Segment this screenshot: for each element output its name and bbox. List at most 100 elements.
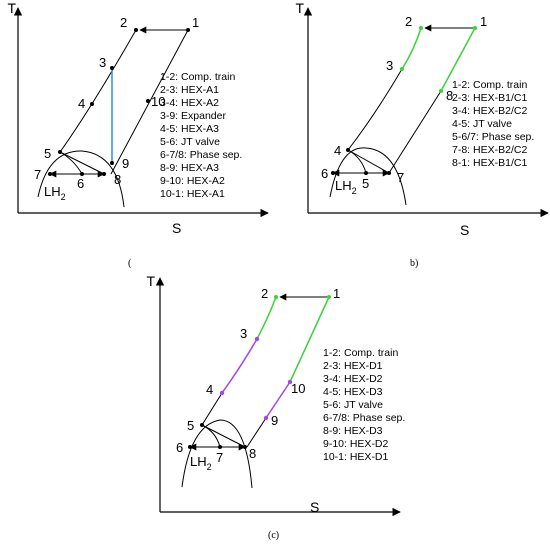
point-marker: [146, 99, 150, 103]
point-marker: [186, 28, 190, 32]
point-label: 8: [249, 446, 256, 461]
legend-item: 1-2: Comp. train: [452, 79, 527, 91]
point-label: 6: [77, 176, 84, 191]
point-label: 3: [386, 58, 393, 73]
legend: 1-2: Comp. train 2-3: HEX-A1 3-4: HEX-A2…: [160, 71, 242, 200]
point-label: 5: [187, 418, 194, 433]
point-label: 8: [446, 88, 453, 103]
axis-x-label: S: [172, 220, 181, 236]
legend-item: 8-9: HEX-D3: [323, 425, 383, 437]
legend-item: 5-6/7: Phase sep.: [452, 131, 534, 143]
panel-a: T S 1 2 3 4 5 6 7 8 9 10 LH2: [7, 0, 269, 269]
legend-item: 4-5: JT valve: [452, 118, 512, 130]
legend-item: 8-9: HEX-A3: [160, 162, 219, 174]
legend-item: 9-10: HEX-A2: [160, 175, 225, 187]
point-label: 10: [151, 94, 165, 109]
panel-c: T S 1 2 3 4 5 6 7 8 9 10 LH: [146, 273, 405, 541]
point-marker: [439, 89, 443, 93]
legend-item: 4-5: HEX-A3: [160, 123, 219, 135]
point-label: 2: [405, 14, 412, 29]
legend-item: 2-3: HEX-A1: [160, 84, 219, 96]
point-marker: [327, 295, 331, 299]
point-marker: [243, 445, 247, 449]
legend-item: 3-4: HEX-D2: [323, 373, 383, 385]
point-marker: [419, 26, 423, 30]
axis-x-label: S: [460, 222, 469, 238]
point-marker: [90, 102, 94, 106]
lh2-label: LH2: [44, 184, 66, 202]
legend: 1-2: Comp. train 2-3: HEX-B1/C1 3-4: HEX…: [452, 79, 534, 169]
jt-valve-line: [59, 151, 83, 175]
point-marker: [80, 172, 84, 176]
process-line-4-5: [201, 392, 223, 426]
point-label: 9: [122, 156, 129, 171]
point-marker: [48, 172, 52, 176]
point-marker: [200, 423, 204, 427]
point-marker: [110, 66, 114, 70]
point-marker: [134, 28, 138, 32]
point-marker: [331, 171, 335, 175]
process-line-3-4: [347, 68, 403, 151]
point-label: 4: [206, 382, 213, 397]
process-line-5-8: [59, 151, 105, 175]
legend-item: 6-7/8: Phase sep.: [160, 149, 242, 161]
legend-item: 7-8: HEX-B2/C2: [452, 144, 527, 156]
point-label: 4: [334, 143, 341, 158]
axis-x-label: S: [310, 499, 319, 515]
hex-line-2-3: [401, 27, 422, 70]
legend-item: 1-2: Comp. train: [323, 347, 398, 359]
legend-item: 2-3: HEX-D1: [323, 360, 383, 372]
point-marker: [254, 336, 260, 342]
legend-item: 2-3: HEX-B1/C1: [452, 92, 527, 104]
axis-y-label: T: [7, 0, 16, 16]
point-label: 1: [480, 14, 487, 29]
panel-label: b): [410, 258, 418, 269]
process-line-5-8: [201, 424, 246, 448]
point-label: 7: [34, 167, 41, 182]
point-label: 9: [271, 413, 278, 428]
process-line-4-7: [347, 149, 390, 174]
panel-label: (c): [268, 530, 279, 541]
point-label: 2: [120, 15, 127, 30]
jt-valve-line: [347, 149, 367, 174]
legend-item: 8-1: HEX-B1/C1: [452, 157, 527, 169]
point-label: 4: [78, 96, 85, 111]
hex-line-2-3: [256, 296, 277, 340]
point-label: 7: [397, 170, 404, 185]
point-label: 5: [44, 146, 51, 161]
hex-line-8-1: [440, 27, 476, 92]
panel-label: (: [128, 258, 132, 269]
point-label: 1: [192, 15, 199, 30]
point-label: 7: [216, 450, 223, 465]
point-label: 6: [321, 166, 328, 181]
legend-item: 5-6: JT valve: [160, 136, 220, 148]
process-line-8-7: [388, 90, 442, 174]
point-marker: [219, 390, 225, 396]
point-label: 3: [99, 55, 106, 70]
hex-line-9-10: [265, 381, 291, 419]
lh2-label: LH2: [190, 454, 212, 472]
point-marker: [473, 26, 477, 30]
point-marker: [263, 415, 269, 421]
point-marker: [387, 171, 391, 175]
axis-y-label: T: [146, 273, 155, 289]
jt-valve-line: [201, 424, 221, 448]
point-marker: [364, 171, 368, 175]
legend-item: 1-2: Comp. train: [160, 71, 235, 83]
point-marker: [346, 148, 350, 152]
point-marker: [274, 295, 278, 299]
legend-item: 10-1: HEX-A1: [160, 188, 225, 200]
process-line-2-5: [59, 29, 137, 153]
point-marker: [400, 67, 404, 71]
axis-y-label: T: [295, 0, 304, 16]
point-label: 10: [291, 381, 305, 396]
point-marker: [110, 161, 114, 165]
legend-item: 6-7/8: Phase sep.: [323, 412, 405, 424]
point-marker: [287, 379, 293, 385]
point-label: 1: [333, 286, 340, 301]
point-marker: [58, 150, 62, 154]
lh2-label: LH2: [335, 178, 357, 196]
saturation-dome: [181, 419, 253, 489]
hex-line-3-4: [221, 338, 258, 394]
